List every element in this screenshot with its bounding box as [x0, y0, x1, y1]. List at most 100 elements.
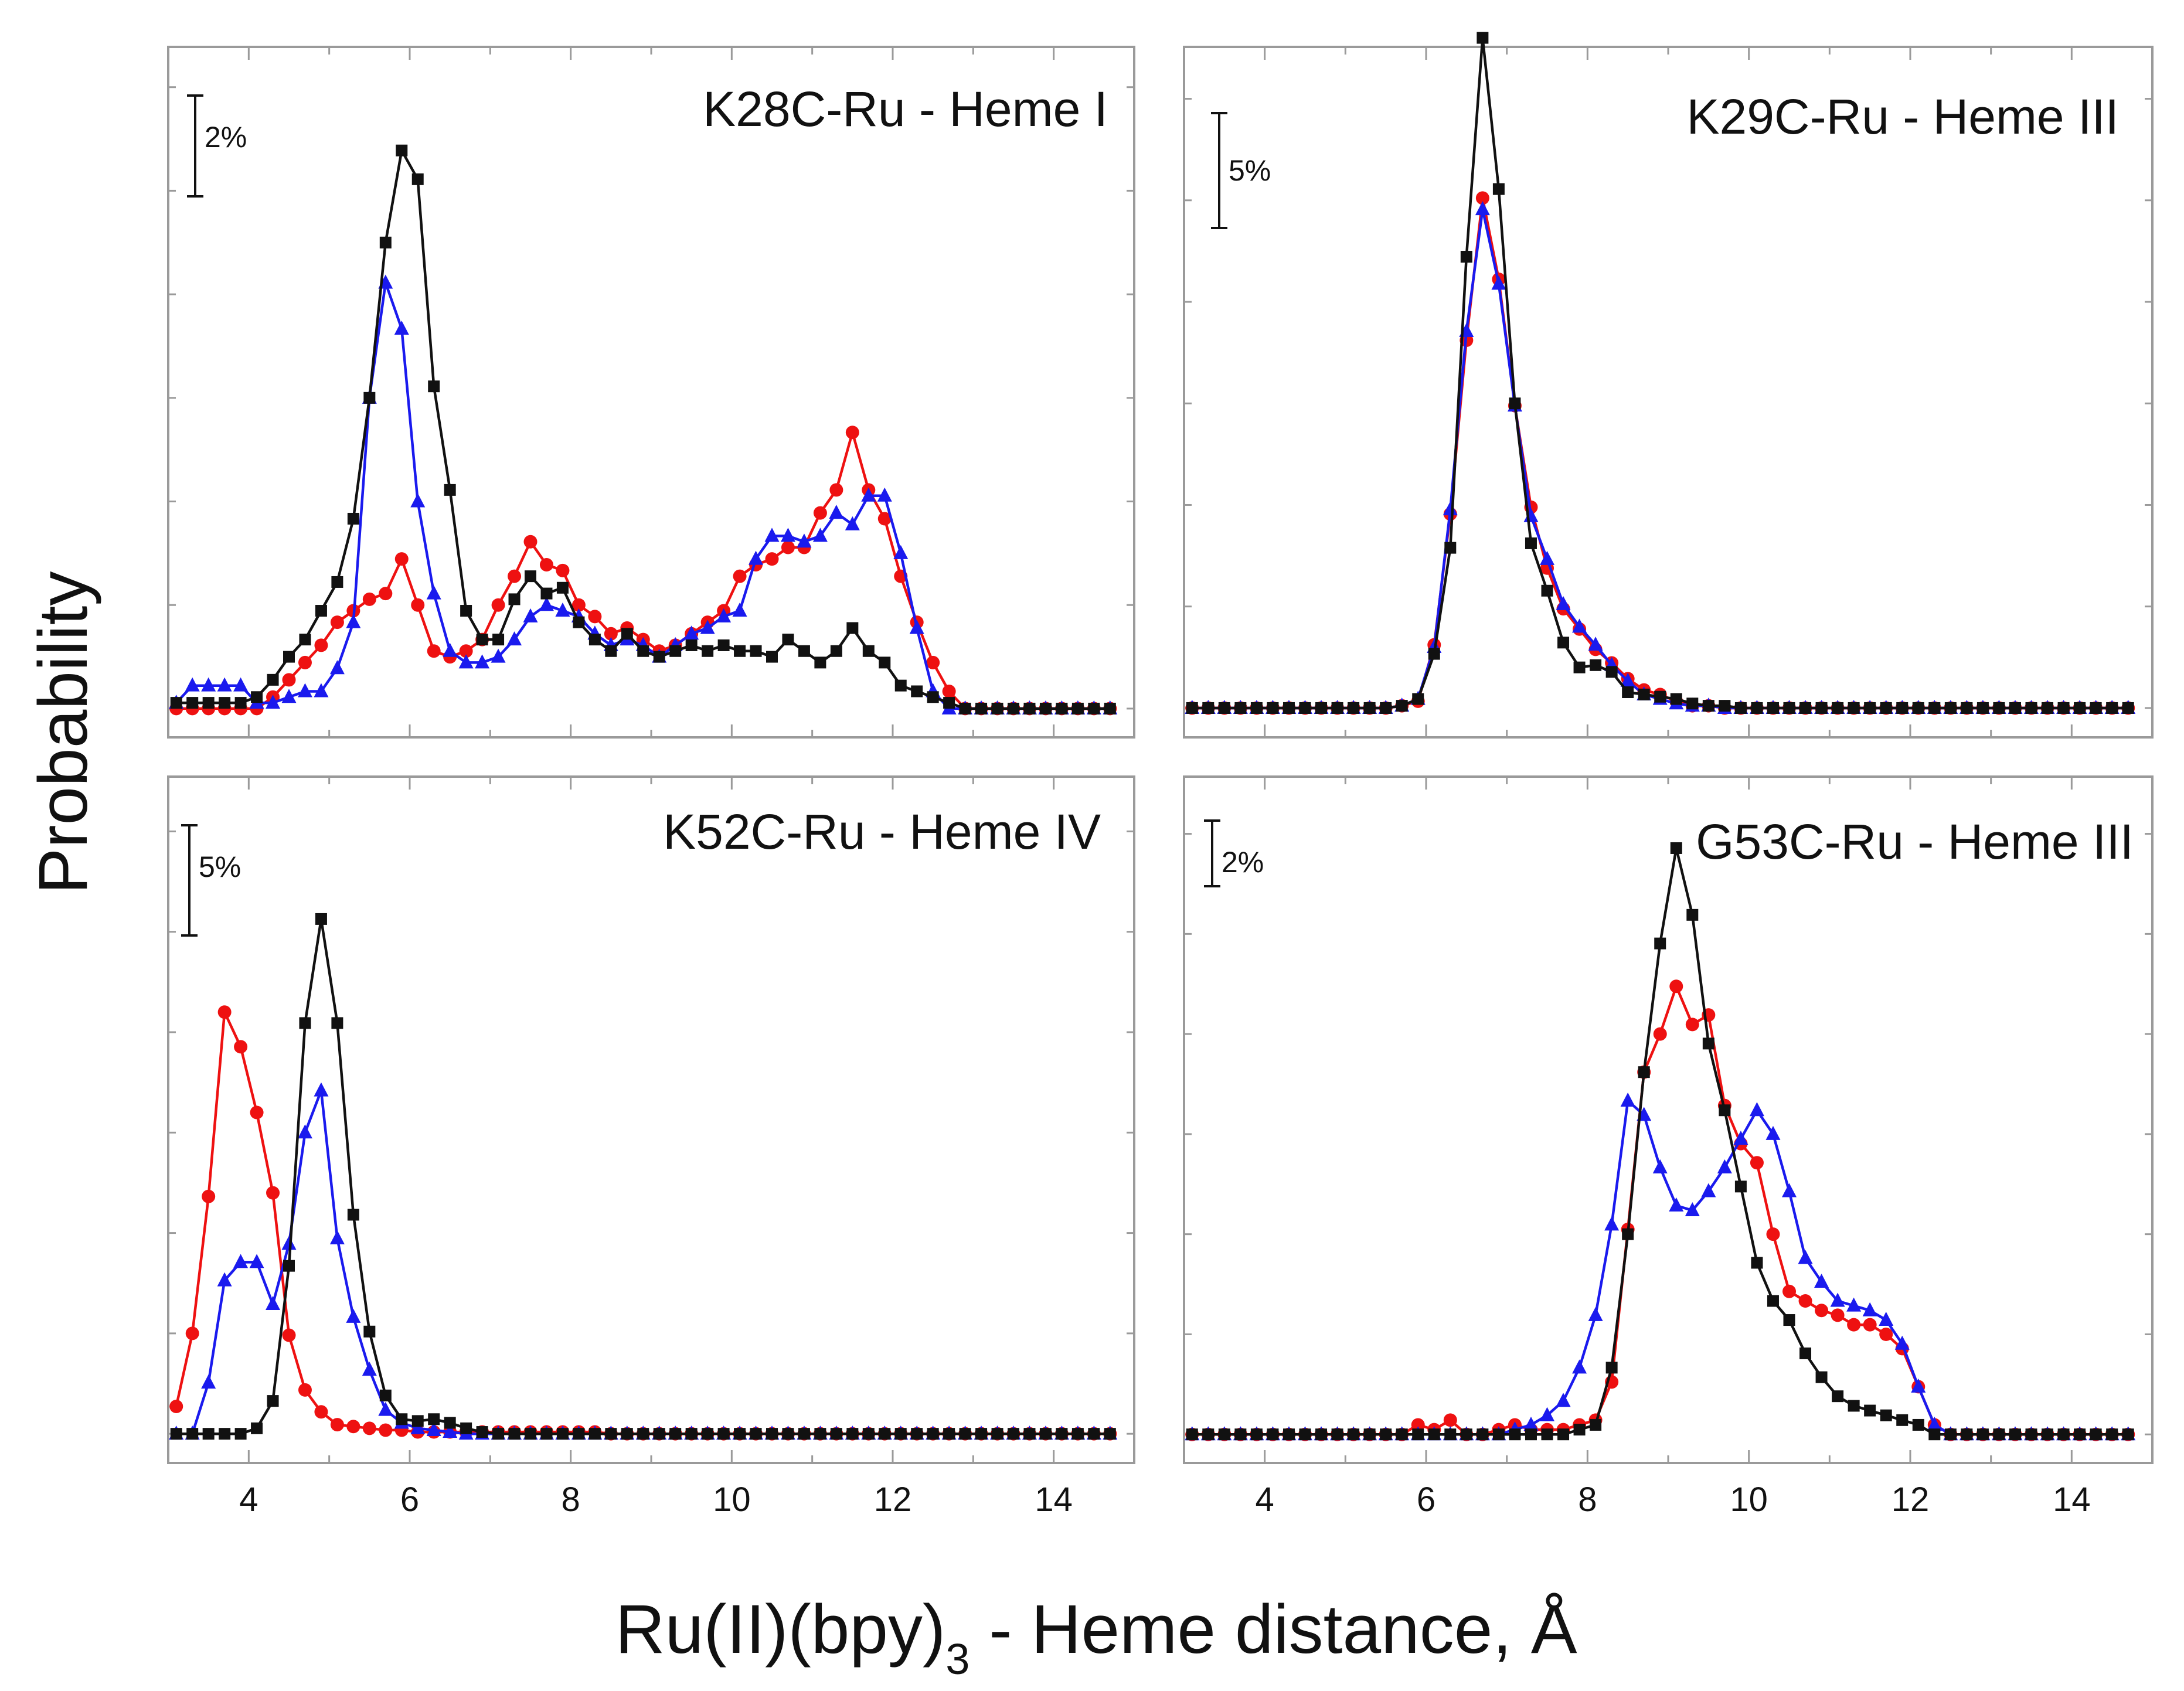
- black-squares-point-58: [2122, 1428, 2134, 1441]
- series-black-squares: [170, 144, 1116, 714]
- black-squares-point-26: [1605, 1362, 1618, 1374]
- black-squares-point-43: [1880, 1409, 1892, 1421]
- black-squares-point-56: [1071, 1428, 1084, 1440]
- black-squares-point-39: [1815, 702, 1828, 714]
- black-squares-point-7: [1299, 1428, 1311, 1441]
- black-squares-point-2: [202, 697, 215, 709]
- black-squares-point-41: [830, 645, 842, 657]
- black-squares-point-30: [1670, 842, 1682, 854]
- blue-triangles-point-35: [1749, 1102, 1764, 1117]
- black-squares-point-36: [1767, 1295, 1779, 1307]
- red-circles-point-14: [1411, 1418, 1425, 1432]
- black-squares-point-11: [1363, 702, 1376, 714]
- black-squares-point-25: [573, 1428, 585, 1440]
- blue-triangles-point-8: [297, 1124, 312, 1139]
- black-squares-point-9: [315, 913, 327, 925]
- blue-triangles-point-25: [1588, 637, 1603, 651]
- red-circles-point-41: [1847, 1318, 1861, 1332]
- series-black-squares: [1186, 842, 2134, 1441]
- red-circles-point-43: [1879, 1327, 1893, 1341]
- red-circles-point-14: [394, 552, 409, 566]
- red-circles-point-11: [346, 1420, 360, 1434]
- x-axis-label-subscript: 3: [945, 1635, 969, 1683]
- blue-triangles-point-46: [909, 620, 924, 634]
- scale-bar-label: 2%: [1222, 846, 1264, 879]
- panel-k52c-heme-iv: 4 6 8 10 12 14 5% K52C-Ru - Heme IV: [167, 775, 1135, 1519]
- black-squares-point-52: [1008, 1428, 1019, 1440]
- black-squares-point-31: [669, 645, 682, 657]
- black-squares-point-9: [1331, 1428, 1343, 1441]
- blue-triangles-point-2: [201, 677, 216, 692]
- black-squares-point-36: [750, 645, 762, 657]
- black-squares-point-44: [1896, 1414, 1909, 1426]
- black-squares-point-7: [283, 651, 295, 663]
- red-circles-point-42: [845, 426, 859, 440]
- blue-triangles-point-23: [539, 597, 554, 611]
- red-circles-point-21: [508, 569, 522, 583]
- black-squares-point-50: [975, 1428, 988, 1440]
- black-squares-point-1: [1202, 1428, 1215, 1441]
- red-circles-point-16: [427, 644, 441, 658]
- blue-triangles-point-20: [491, 648, 506, 663]
- black-squares-point-14: [396, 144, 408, 156]
- blue-triangles-point-27: [1620, 1092, 1635, 1107]
- black-squares-point-35: [734, 1428, 746, 1440]
- red-circles-point-16: [1443, 1413, 1457, 1427]
- blue-triangles-point-32: [1701, 1183, 1716, 1197]
- black-squares-point-58: [1104, 1428, 1116, 1440]
- blue-triangles-point-44: [1894, 1335, 1910, 1350]
- black-squares-point-7: [283, 1260, 295, 1272]
- black-squares-point-37: [1783, 1314, 1795, 1326]
- series-black-squares: [1186, 32, 2134, 714]
- black-squares-point-24: [556, 1428, 569, 1440]
- black-squares-point-17: [444, 1417, 456, 1429]
- black-squares-point-46: [1928, 1428, 1941, 1441]
- black-squares-point-8: [1315, 702, 1328, 714]
- black-squares-point-1: [186, 1428, 199, 1440]
- black-squares-point-33: [1719, 1104, 1731, 1117]
- black-squares-point-16: [1444, 1428, 1457, 1441]
- red-circles-point-9: [314, 1405, 328, 1419]
- black-squares-point-49: [959, 1428, 971, 1440]
- black-squares-point-0: [1186, 1428, 1198, 1441]
- blue-triangles-point-4: [233, 677, 249, 692]
- blue-triangles-point-3: [217, 1272, 232, 1287]
- black-squares-point-49: [959, 702, 971, 714]
- black-squares-point-9: [315, 605, 327, 617]
- blue-triangles-point-5: [249, 1254, 264, 1268]
- blue-triangles-point-21: [507, 631, 522, 646]
- red-circles-point-6: [266, 1186, 280, 1200]
- black-squares-point-18: [460, 605, 472, 617]
- black-squares-point-34: [1734, 702, 1747, 714]
- black-squares-point-13: [379, 1389, 392, 1401]
- black-squares-point-2: [202, 1428, 215, 1440]
- blue-triangles-point-39: [1814, 1273, 1829, 1288]
- red-circles-point-8: [298, 1383, 312, 1397]
- black-squares-point-48: [943, 1428, 955, 1440]
- red-circles-point-27: [604, 627, 618, 641]
- black-squares-point-13: [1396, 1428, 1408, 1441]
- black-squares-point-51: [991, 1428, 1003, 1440]
- black-squares-point-15: [411, 1415, 424, 1427]
- blue-triangles-point-17: [443, 642, 458, 657]
- x-tick-label-1: 6: [1417, 1481, 1435, 1519]
- black-squares-point-12: [363, 1325, 376, 1338]
- black-squares-point-43: [862, 1428, 875, 1440]
- black-squares-point-25: [573, 616, 585, 628]
- black-squares-point-31: [669, 1428, 682, 1440]
- black-squares-point-53: [2042, 702, 2054, 714]
- black-squares-point-32: [1702, 700, 1714, 712]
- black-squares-point-43: [1880, 702, 1892, 714]
- x-tick-label-3: 10: [713, 1481, 751, 1519]
- black-squares-point-39: [1815, 1371, 1828, 1383]
- black-squares-point-22: [1541, 1428, 1553, 1441]
- black-squares-point-41: [1848, 1400, 1860, 1412]
- black-squares-point-55: [1056, 702, 1068, 714]
- black-squares-point-42: [846, 622, 859, 634]
- blue-triangles-point-17: [443, 1424, 458, 1438]
- black-squares-point-49: [1977, 1428, 1989, 1441]
- black-squares-point-37: [766, 651, 778, 663]
- blue-triangles-point-31: [1685, 1202, 1700, 1217]
- blue-triangles-point-23: [1556, 1393, 1571, 1407]
